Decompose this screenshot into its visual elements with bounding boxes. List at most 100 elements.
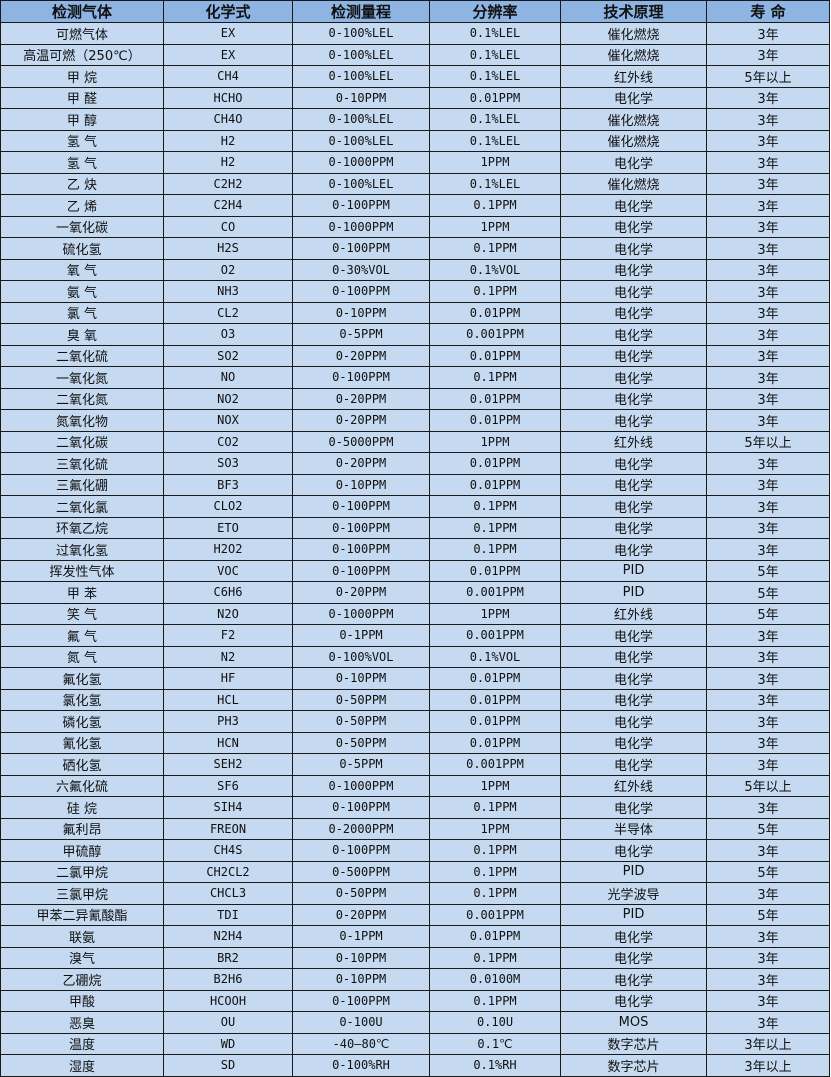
table-row: 过氧化氢 H2O2 0-100PPM 0.1PPM 电化学 3年 xyxy=(0,538,830,561)
cell-formula: HCOOH xyxy=(163,989,293,1012)
cell-formula: HCHO xyxy=(163,86,293,109)
cell-gas-name: 磷化氢 xyxy=(0,710,164,733)
cell-resolution: 0.01PPM xyxy=(429,731,561,754)
cell-range: 0-100%LEL xyxy=(292,108,430,131)
cell-formula: SD xyxy=(163,1054,293,1077)
cell-formula: CH4O xyxy=(163,108,293,131)
cell-gas-name: 氮 气 xyxy=(0,645,164,668)
cell-lifespan: 3年 xyxy=(706,989,830,1012)
cell-gas-name: 甲酸 xyxy=(0,989,164,1012)
cell-resolution: 0.1%LEL xyxy=(429,172,561,195)
table-row: 硫化氢 H2S 0-100PPM 0.1PPM 电化学 3年 xyxy=(0,237,830,260)
table-row: 甲 醛 HCHO 0-10PPM 0.01PPM 电化学 3年 xyxy=(0,86,830,109)
table-row: 氮 气 N2 0-100%VOL 0.1%VOL 电化学 3年 xyxy=(0,645,830,668)
cell-range: 0-1000PPM xyxy=(292,215,430,238)
cell-range: 0-100%LEL xyxy=(292,172,430,195)
cell-lifespan: 3年 xyxy=(706,882,830,905)
cell-range: 0-10PPM xyxy=(292,86,430,109)
table-row: 二氧化氮 NO2 0-20PPM 0.01PPM 电化学 3年 xyxy=(0,387,830,410)
cell-formula: SO3 xyxy=(163,452,293,475)
cell-range: 0-20PPM xyxy=(292,409,430,432)
header-resolution: 分辨率 xyxy=(429,0,561,23)
cell-gas-name: 氯化氢 xyxy=(0,688,164,711)
cell-formula: H2O2 xyxy=(163,538,293,561)
cell-gas-name: 硫化氢 xyxy=(0,237,164,260)
cell-principle: 红外线 xyxy=(560,774,707,797)
cell-range: 0-1PPM xyxy=(292,624,430,647)
cell-resolution: 0.1PPM xyxy=(429,194,561,217)
cell-resolution: 0.1PPM xyxy=(429,989,561,1012)
cell-lifespan: 3年 xyxy=(706,645,830,668)
cell-principle: 电化学 xyxy=(560,86,707,109)
cell-lifespan: 3年 xyxy=(706,624,830,647)
cell-gas-name: 甲苯二异氰酸酯 xyxy=(0,903,164,926)
header-row: 检测气体 化学式 检测量程 分辨率 技术原理寿 命 xyxy=(0,0,830,23)
cell-principle: 电化学 xyxy=(560,344,707,367)
cell-lifespan: 3年 xyxy=(706,753,830,776)
cell-gas-name: 可燃气体 xyxy=(0,22,164,45)
cell-formula: SO2 xyxy=(163,344,293,367)
cell-principle: 电化学 xyxy=(560,968,707,991)
cell-range: 0-20PPM xyxy=(292,903,430,926)
cell-lifespan: 3年 xyxy=(706,366,830,389)
cell-formula: CO2 xyxy=(163,430,293,453)
cell-formula: FREON xyxy=(163,817,293,840)
cell-range: 0-100PPM xyxy=(292,516,430,539)
cell-formula: CHCL3 xyxy=(163,882,293,905)
cell-lifespan: 5年 xyxy=(706,559,830,582)
cell-gas-name: 高温可燃（250℃） xyxy=(0,43,164,66)
cell-formula: N2O xyxy=(163,602,293,625)
cell-principle: 电化学 xyxy=(560,215,707,238)
cell-range: 0-50PPM xyxy=(292,688,430,711)
cell-principle: 电化学 xyxy=(560,280,707,303)
table-row: 溴气 BR2 0-10PPM 0.1PPM 电化学 3年 xyxy=(0,946,830,969)
cell-gas-name: 二氧化氮 xyxy=(0,387,164,410)
cell-resolution: 0.1PPM xyxy=(429,237,561,260)
table-row: 硅 烷 SIH4 0-100PPM 0.1PPM 电化学 3年 xyxy=(0,796,830,819)
cell-resolution: 0.1PPM xyxy=(429,516,561,539)
cell-principle: 电化学 xyxy=(560,151,707,174)
cell-resolution: 0.1%VOL xyxy=(429,645,561,668)
cell-range: -40—80℃ xyxy=(292,1032,430,1055)
cell-range: 0-20PPM xyxy=(292,387,430,410)
cell-range: 0-10PPM xyxy=(292,301,430,324)
cell-range: 0-100%LEL xyxy=(292,22,430,45)
table-row: 可燃气体 EX 0-100%LEL 0.1%LEL 催化燃烧 3年 xyxy=(0,22,830,45)
cell-resolution: 0.1PPM xyxy=(429,366,561,389)
cell-resolution: 1PPM xyxy=(429,817,561,840)
cell-lifespan: 5年 xyxy=(706,903,830,926)
cell-lifespan: 3年 xyxy=(706,710,830,733)
cell-gas-name: 甲 醛 xyxy=(0,86,164,109)
header-gas: 检测气体 xyxy=(0,0,164,23)
cell-principle: 半导体 xyxy=(560,817,707,840)
cell-lifespan: 3年 xyxy=(706,258,830,281)
cell-formula: NO2 xyxy=(163,387,293,410)
cell-range: 0-10PPM xyxy=(292,946,430,969)
cell-resolution: 0.001PPM xyxy=(429,753,561,776)
cell-formula: NOX xyxy=(163,409,293,432)
cell-range: 0-100PPM xyxy=(292,237,430,260)
cell-range: 0-500PPM xyxy=(292,860,430,883)
cell-lifespan: 3年 xyxy=(706,839,830,862)
cell-principle: 电化学 xyxy=(560,925,707,948)
table-row: 氰化氢 HCN 0-50PPM 0.01PPM 电化学 3年 xyxy=(0,731,830,754)
cell-principle: PID xyxy=(560,559,707,582)
cell-resolution: 0.1%LEL xyxy=(429,65,561,88)
cell-range: 0-1PPM xyxy=(292,925,430,948)
cell-principle: 催化燃烧 xyxy=(560,108,707,131)
cell-formula: OU xyxy=(163,1011,293,1034)
cell-resolution: 0.10U xyxy=(429,1011,561,1034)
cell-range: 0-100%VOL xyxy=(292,645,430,668)
cell-range: 0-30%VOL xyxy=(292,258,430,281)
cell-lifespan: 3年 xyxy=(706,473,830,496)
cell-resolution: 1PPM xyxy=(429,215,561,238)
cell-formula: CH4S xyxy=(163,839,293,862)
cell-lifespan: 3年 xyxy=(706,237,830,260)
cell-lifespan: 3年 xyxy=(706,108,830,131)
cell-gas-name: 臭 氧 xyxy=(0,323,164,346)
cell-lifespan: 3年 xyxy=(706,194,830,217)
cell-gas-name: 氟利昂 xyxy=(0,817,164,840)
cell-resolution: 0.01PPM xyxy=(429,559,561,582)
cell-principle: 电化学 xyxy=(560,301,707,324)
cell-range: 0-50PPM xyxy=(292,882,430,905)
